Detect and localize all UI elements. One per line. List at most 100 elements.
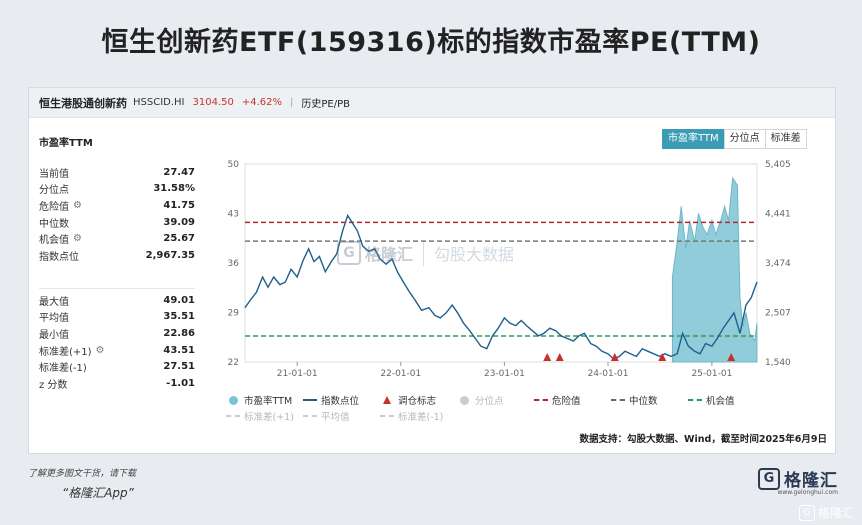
legend-row: 市盈率TTM 指数点位 调仓标志 分位点 危险值 中位数 机会值 [225,392,825,408]
x-tick-label: 22-01-01 [380,369,421,378]
rebalance-marker [658,353,667,361]
pe-area-series [671,176,758,363]
x-tick-label: 25-01-01 [691,369,732,378]
stat-value: 41.75 [163,199,195,211]
footer-note: 了解更多图文干货，请下载 [28,469,137,479]
watermark-logo-icon: G [337,241,361,265]
stat-row: 标准差(-1) 27.51 [39,358,195,375]
legend-symbol-icon [379,396,395,404]
legend-item[interactable]: 指数点位 [302,393,379,407]
legend-symbol-icon [225,395,241,405]
legend-symbol-icon [687,399,703,401]
stat-value: 39.09 [163,216,195,228]
watermark-name2: 勾股大数据 [434,245,515,264]
y-left-tick-label: 29 [228,309,240,319]
legend-item[interactable]: 市盈率TTM [225,393,302,407]
stat-row: 最大值 49.01 [39,292,195,309]
stat-value: 31.58% [153,183,195,195]
legend-label: 指数点位 [321,396,360,407]
y-right-tick-label: 4,441 [765,209,791,219]
rebalance-marker [543,353,552,361]
y-right-tick-label: 1,540 [765,358,791,368]
y-right-tick-label: 3,474 [765,259,791,269]
rebalance-marker [610,353,619,361]
legend-item[interactable]: 平均值 [302,409,379,423]
legend-symbol-icon [533,399,549,401]
metric-tabs: 市盈率TTM 分位点 标准差 [662,129,807,149]
chart-watermark: G 格隆汇 勾股大数据 [337,240,514,266]
history-pe-pb-link[interactable]: 历史PE/PB [301,99,350,110]
index-titlebar: 恒生港股通创新药 HSSCID.HI 3104.50 +4.62% | 历史PE… [29,88,835,118]
stat-row: 危险值 ⚙ 41.75 [39,197,195,214]
legend-item[interactable]: 调仓标志 [379,393,456,407]
legend-label: 机会值 [706,396,735,407]
index-change: +4.62% [241,97,283,108]
brand-url: www.gelonghui.com [777,489,838,496]
stat-label: 机会值 [39,235,69,247]
y-left-tick-label: 22 [228,358,239,368]
stat-value: 22.86 [163,327,195,339]
stat-label: 最小值 [39,329,69,341]
stat-value: 2,967.35 [145,249,195,261]
tab-percentile[interactable]: 分位点 [723,129,766,149]
legend-label: 平均值 [321,412,350,423]
legend-item[interactable]: 中位数 [610,393,687,407]
stat-value: 49.01 [163,294,195,306]
stat-label: z 分数 [39,379,68,391]
stat-value: 27.47 [163,166,195,178]
rebalance-marker [555,353,564,361]
brand-logo-icon: G [758,467,780,490]
stats-historical: 最大值 49.01 平均值 35.51 最小值 22.86 标准差(+1) ⚙ 43.51… [39,292,195,392]
gear-icon[interactable]: ⚙ [73,233,82,245]
y-left-tick-label: 50 [228,160,240,170]
watermark-text: 格隆汇 [817,506,854,520]
metric-label: 市盈率TTM [39,138,93,149]
legend-symbol-icon [302,415,318,417]
legend-symbol-icon [456,395,472,405]
stat-value: 25.67 [163,233,195,245]
legend-symbol-icon [379,415,395,417]
footer-app-name: “格隆汇App” [62,486,134,500]
watermark-separator [423,240,425,266]
y-left-tick-label: 43 [228,210,239,220]
stat-label: 指数点位 [39,251,79,263]
stat-row: 当前值 27.47 [39,164,195,181]
stat-label: 中位数 [39,218,69,230]
stat-value: 43.51 [163,344,195,356]
stat-label: 危险值 [39,201,69,213]
y-right-tick-label: 2,507 [765,308,791,318]
legend-item[interactable]: 分位点 [456,393,533,407]
gear-icon[interactable]: ⚙ [73,199,82,211]
watermark-logo-icon: G [798,504,815,521]
legend-item[interactable]: 标准差(-1) [379,409,456,423]
legend-symbol-icon [610,399,626,401]
index-line-series [244,213,758,360]
tab-std-dev[interactable]: 标准差 [764,129,807,149]
watermark-name: 格隆汇 [365,245,414,264]
x-tick-label: 24-01-01 [588,369,629,378]
legend-label: 标准差(+1) [244,412,294,423]
stat-row: 平均值 35.51 [39,309,195,326]
legend-item[interactable]: 危险值 [533,393,610,407]
legend-symbol-icon [302,399,318,401]
page-headline: 恒生创新药ETF(159316)标的指数市盈率PE(TTM) [101,26,761,58]
pe-chart[interactable]: 50 43 36 29 22 5,405 4,441 3,474 2,507 1,540 21-01… [209,158,809,378]
x-tick-label: 21-01-01 [277,369,318,378]
legend-row: 标准差(+1) 平均值 标准差(-1) [225,408,825,424]
tab-pe-ttm[interactable]: 市盈率TTM [662,129,725,149]
legend-label: 调仓标志 [398,396,437,407]
legend-item[interactable]: 机会值 [687,393,764,407]
stat-row: z 分数 -1.01 [39,375,195,392]
legend-item[interactable]: 标准差(+1) [225,409,302,423]
data-source: 数据支持：勾股大数据、Wind，截至时间2025年6月9日 [579,434,827,445]
plot-area [244,163,758,363]
legend-label: 中位数 [629,396,658,407]
titlebar-separator: | [290,97,294,108]
index-name: 恒生港股通创新药 [39,96,127,110]
stat-value: 27.51 [163,361,195,373]
x-tick-label: 23-01-01 [484,369,525,378]
stat-value: 35.51 [163,311,195,323]
stat-value: -1.01 [166,377,195,389]
gear-icon[interactable]: ⚙ [95,344,105,356]
y-right-tick-label: 5,405 [765,160,791,170]
